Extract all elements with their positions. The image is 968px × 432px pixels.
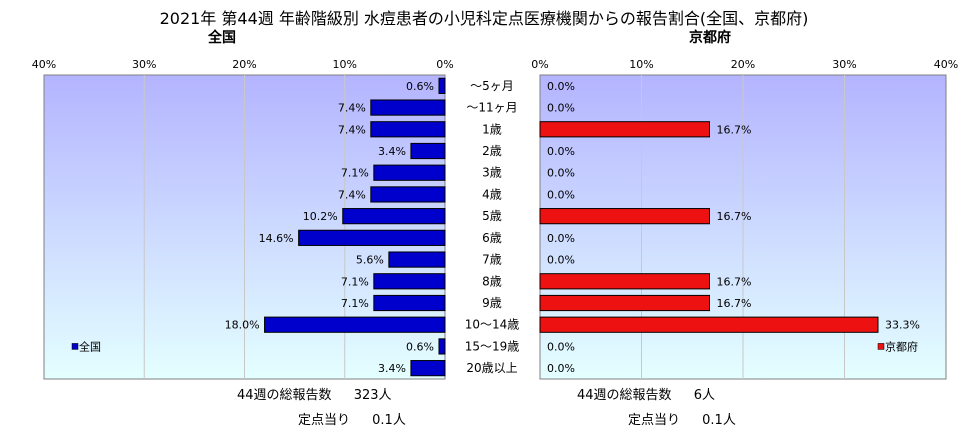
data-label-national: 10.2% [303,210,338,223]
bar-national [370,99,446,116]
bar-kyoto [539,208,711,225]
bar-national [410,142,446,160]
data-label-national: 0.6% [406,340,434,353]
data-label-national: 7.4% [338,102,366,115]
category-label: 4歳 [482,187,502,201]
category-label: 7歳 [482,253,502,267]
data-label-kyoto: 0.0% [547,362,575,375]
data-label-national: 7.4% [338,123,366,136]
category-label: 〜5ヶ月 [470,79,514,93]
data-label-national: 7.1% [341,275,369,288]
chart-title: 2021年 第44週 年齢階級別 水痘患者の小児科定点医療機関からの報告割合(全… [159,9,809,28]
tick-label-national: 10% [333,58,357,71]
data-label-national: 0.6% [406,80,434,93]
category-label: 9歳 [482,296,502,310]
data-label-kyoto: 16.7% [717,210,752,223]
footer-national-reports-value: 323人 [353,388,392,403]
data-label-national: 18.0% [225,319,260,332]
bar-kyoto [539,273,711,290]
data-label-national: 7.4% [338,188,366,201]
tick-label-kyoto: 10% [629,58,653,71]
data-label-kyoto: 0.0% [547,102,575,115]
category-label: 10〜14歳 [465,318,520,332]
bar-national [342,208,446,225]
tick-label-national: 30% [132,58,156,71]
bar-national [388,251,446,268]
data-label-national: 14.6% [259,232,294,245]
data-label-national: 3.4% [378,362,406,375]
category-label: 8歳 [482,274,502,288]
data-label-kyoto: 0.0% [547,340,575,353]
bar-national [438,77,446,94]
footer-kyoto-reports-value: 6人 [693,388,715,403]
category-label: 5歳 [482,209,502,223]
tick-label-kyoto: 40% [934,58,958,71]
data-label-kyoto: 0.0% [547,167,575,180]
tick-label-kyoto: 0% [531,58,548,71]
data-label-kyoto: 33.3% [885,319,920,332]
panel-title-kyoto: 京都府 [689,30,731,46]
category-label: 2歳 [482,144,502,158]
category-label: 3歳 [482,166,502,180]
data-label-national: 7.1% [341,167,369,180]
footer-national-per-site-value: 0.1人 [372,413,406,428]
category-label: 〜11ヶ月 [466,101,517,115]
panel-title-national: 全国 [208,30,236,46]
legend-swatch-kyoto [877,343,885,350]
bar-kyoto [539,121,711,138]
footer-kyoto-reports: 44週の総報告数 6人 [577,384,715,403]
footer-kyoto-per-site-label: 定点当り [628,413,681,428]
data-label-national: 7.1% [341,297,369,310]
footer-national-reports-label: 44週の総報告数 [237,388,332,403]
bar-national [373,164,446,181]
legend-label-kyoto: 京都府 [885,339,918,353]
data-label-national: 5.6% [356,254,384,267]
footer-kyoto-reports-label: 44週の総報告数 [577,388,672,403]
data-label-kyoto: 0.0% [547,145,575,158]
bar-national [410,360,446,377]
legend-swatch-national [71,343,79,350]
category-label: 6歳 [482,231,502,245]
footer-national-per-site-label: 定点当り [298,413,351,428]
tick-label-national: 0% [436,58,453,71]
tick-label-national: 20% [232,58,256,71]
data-label-kyoto: 0.0% [547,254,575,267]
legend-label-national: 全国 [79,339,101,353]
data-label-kyoto: 0.0% [547,232,575,245]
data-label-kyoto: 16.7% [717,297,752,310]
data-label-kyoto: 16.7% [717,275,752,288]
category-label: 15〜19歳 [465,339,520,353]
bar-national [298,229,446,246]
bar-national [438,338,446,355]
category-label: 20歳以上 [466,361,517,375]
data-label-kyoto: 0.0% [547,188,575,201]
bar-kyoto [539,316,879,333]
footer-national-reports: 44週の総報告数 323人 [237,384,392,403]
category-label: 1歳 [482,122,502,136]
data-label-kyoto: 0.0% [547,80,575,93]
bar-national [264,316,446,333]
tick-label-kyoto: 20% [731,58,755,71]
bar-kyoto [539,294,711,312]
bar-national [370,186,446,203]
tick-label-kyoto: 30% [832,58,856,71]
tick-label-national: 40% [32,58,56,71]
footer-national-per-site: 定点当り 0.1人 [298,409,406,428]
data-label-national: 3.4% [378,145,406,158]
data-label-kyoto: 16.7% [717,123,752,136]
bar-national [370,121,446,138]
footer-kyoto-per-site-value: 0.1人 [702,413,736,428]
footer-kyoto-per-site: 定点当り 0.1人 [628,409,736,428]
bar-national [373,273,446,290]
bar-national [373,294,446,312]
